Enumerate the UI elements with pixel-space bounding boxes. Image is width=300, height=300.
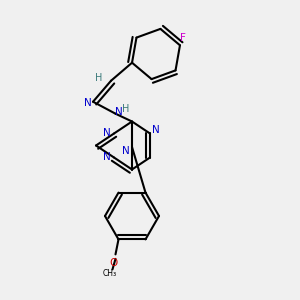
- Text: H: H: [95, 73, 103, 83]
- Text: O: O: [110, 258, 118, 268]
- Text: CH₃: CH₃: [102, 269, 117, 278]
- Text: H: H: [122, 104, 130, 114]
- Text: N: N: [103, 152, 110, 163]
- Text: N: N: [84, 98, 92, 108]
- Text: N: N: [152, 125, 160, 136]
- Text: N: N: [115, 107, 122, 117]
- Text: N: N: [122, 146, 130, 157]
- Text: F: F: [180, 33, 186, 43]
- Text: N: N: [103, 128, 110, 139]
